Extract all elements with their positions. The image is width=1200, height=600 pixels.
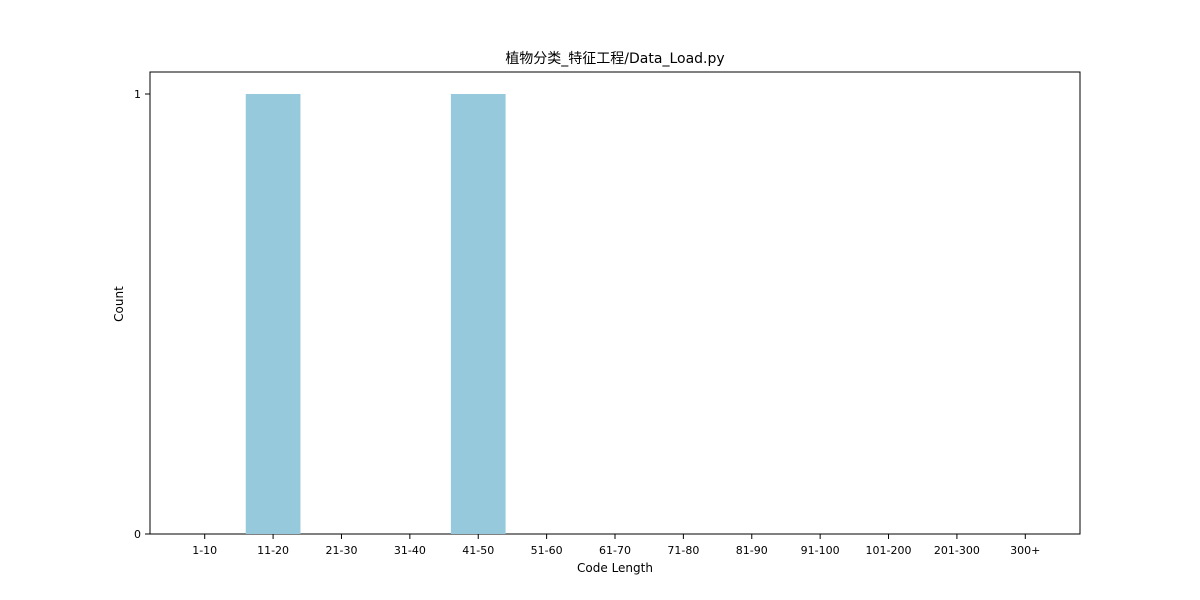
x-tick-label: 21-30 — [325, 544, 357, 557]
x-tick-label: 61-70 — [599, 544, 631, 557]
y-tick-label: 0 — [134, 528, 141, 541]
x-tick-label: 101-200 — [866, 544, 912, 557]
y-ticks-group: 01 — [134, 88, 150, 541]
bar-41-50 — [450, 94, 506, 534]
chart-title: 植物分类_特征工程/Data_Load.py — [505, 51, 724, 67]
x-tick-label: 91-100 — [801, 544, 840, 557]
x-tick-label: 11-20 — [257, 544, 289, 557]
bar-11-20 — [245, 94, 301, 534]
x-tick-label: 71-80 — [667, 544, 699, 557]
x-tick-label: 51-60 — [531, 544, 563, 557]
bars-group — [245, 94, 506, 534]
x-tick-label: 1-10 — [192, 544, 217, 557]
y-tick-label: 1 — [134, 88, 141, 101]
x-tick-label: 300+ — [1010, 544, 1040, 557]
x-tick-label: 31-40 — [394, 544, 426, 557]
x-ticks-group: 1-10 11-20 21-30 31-40 41-50 51-60 61-70 71-80 8… — [192, 534, 1040, 557]
x-tick-label: 81-90 — [736, 544, 768, 557]
x-axis-label: Code Length — [577, 561, 653, 575]
x-tick-label: 201-300 — [934, 544, 980, 557]
y-axis-label: Count — [112, 286, 126, 322]
x-tick-label: 41-50 — [462, 544, 494, 557]
